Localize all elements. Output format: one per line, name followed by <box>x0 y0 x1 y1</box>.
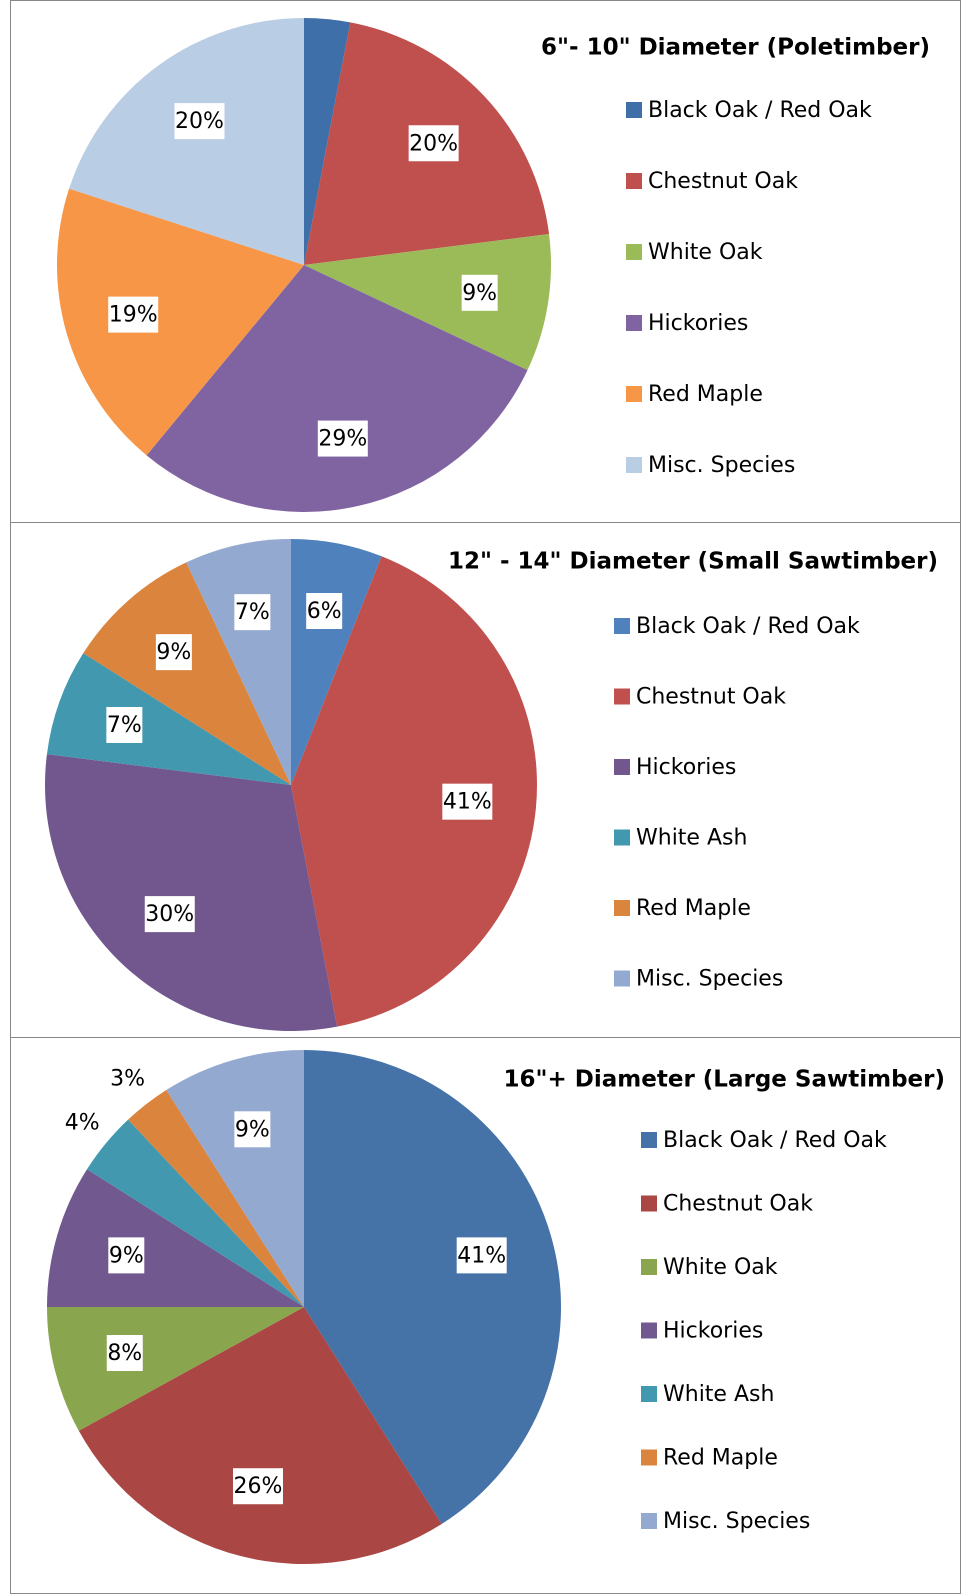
legend-label: Chestnut Oak <box>636 685 786 710</box>
chart-title: 6"- 10" Diameter (Poletimber) <box>541 35 930 61</box>
data-label: 20% <box>175 109 224 134</box>
data-label: 9% <box>462 281 497 306</box>
data-label-box <box>106 707 143 744</box>
pie-slice <box>291 556 538 1027</box>
data-label-box <box>461 274 498 311</box>
legend-swatch <box>614 618 630 634</box>
data-label-box <box>456 1237 507 1274</box>
legend-swatch <box>614 829 630 846</box>
legend-swatch <box>614 759 630 775</box>
data-label: 9% <box>109 1243 144 1268</box>
data-label-box <box>106 1335 143 1372</box>
legend-label: Black Oak / Red Oak <box>663 1128 887 1153</box>
legend-label: White Oak <box>663 1255 778 1280</box>
data-label: 7% <box>107 713 142 738</box>
legend-swatch <box>641 1195 657 1212</box>
data-label-box <box>317 420 368 457</box>
legend-swatch <box>641 1449 657 1466</box>
chart-title: 12" - 14" Diameter (Small Sawtimber) <box>448 549 938 575</box>
pie-slice <box>69 18 304 265</box>
data-label: 6% <box>307 599 342 624</box>
legend-label: Black Oak / Red Oak <box>636 614 860 639</box>
data-label: 41% <box>443 790 492 815</box>
legend-label: Red Maple <box>663 1446 778 1471</box>
pie-slice <box>78 1307 442 1564</box>
data-label: 19% <box>109 303 158 328</box>
data-label: 26% <box>234 1474 283 1499</box>
legend-swatch <box>641 1132 657 1148</box>
legend-swatch <box>614 688 630 705</box>
legend-label: Red Maple <box>636 896 751 921</box>
data-label: 9% <box>156 640 191 665</box>
data-label-box <box>442 783 493 820</box>
pie-slice <box>45 754 338 1031</box>
legend-label: Red Maple <box>648 382 763 407</box>
legend-swatch <box>641 1259 657 1275</box>
legend-label: Misc. Species <box>636 967 783 992</box>
pie-slice <box>83 562 291 785</box>
legend-label: Misc. Species <box>648 453 795 478</box>
legend-label: Hickories <box>636 755 736 780</box>
legend-swatch <box>626 386 642 402</box>
data-label: 9% <box>235 1117 270 1142</box>
data-label: 3% <box>313 0 348 2</box>
data-label-box <box>108 296 159 333</box>
chart-title: 16"+ Diameter (Large Sawtimber) <box>504 1067 945 1093</box>
data-label: 8% <box>107 1341 142 1366</box>
pie-slice <box>128 1090 304 1307</box>
legend-label: White Ash <box>636 826 747 851</box>
data-label: 20% <box>409 131 458 156</box>
pie-slice <box>304 234 551 371</box>
data-label: 4% <box>65 1111 100 1136</box>
legend-swatch <box>614 970 630 987</box>
legend-swatch <box>626 173 642 189</box>
legend-swatch <box>626 244 642 260</box>
data-label-box <box>174 103 225 140</box>
legend-swatch <box>641 1386 657 1402</box>
data-label: 41% <box>457 1243 506 1268</box>
legend-label: Hickories <box>648 311 748 336</box>
data-label-box <box>306 593 343 630</box>
data-label: 29% <box>318 427 367 452</box>
pie-slice <box>304 18 351 265</box>
legend-swatch <box>626 102 642 118</box>
pie-slice <box>87 1119 304 1307</box>
legend-label: Black Oak / Red Oak <box>648 98 872 123</box>
data-label: 3% <box>110 1067 145 1092</box>
data-label-box <box>408 125 459 162</box>
data-label-box <box>108 1237 145 1274</box>
data-label-box <box>232 1468 283 1505</box>
legend-label: White Ash <box>663 1382 774 1407</box>
data-label-box <box>155 634 192 671</box>
pie-slice <box>146 265 528 513</box>
legend-label: White Oak <box>648 240 763 265</box>
legend-label: Chestnut Oak <box>648 169 798 194</box>
legend-swatch <box>641 1513 657 1529</box>
legend-swatch <box>626 315 642 331</box>
legend-label: Misc. Species <box>663 1509 810 1534</box>
legend-label: Chestnut Oak <box>663 1192 813 1217</box>
data-label: 30% <box>145 902 194 927</box>
pie-slice <box>304 1050 562 1524</box>
legend-swatch <box>626 457 642 473</box>
data-label-box <box>234 594 271 631</box>
legend-swatch <box>614 900 630 916</box>
data-label-box <box>234 1111 271 1148</box>
data-label: 7% <box>235 600 270 625</box>
data-label-box <box>144 896 195 933</box>
legend-label: Hickories <box>663 1319 763 1344</box>
legend-swatch <box>641 1322 657 1339</box>
pie-slice <box>46 653 291 785</box>
pie-slice <box>57 188 304 456</box>
